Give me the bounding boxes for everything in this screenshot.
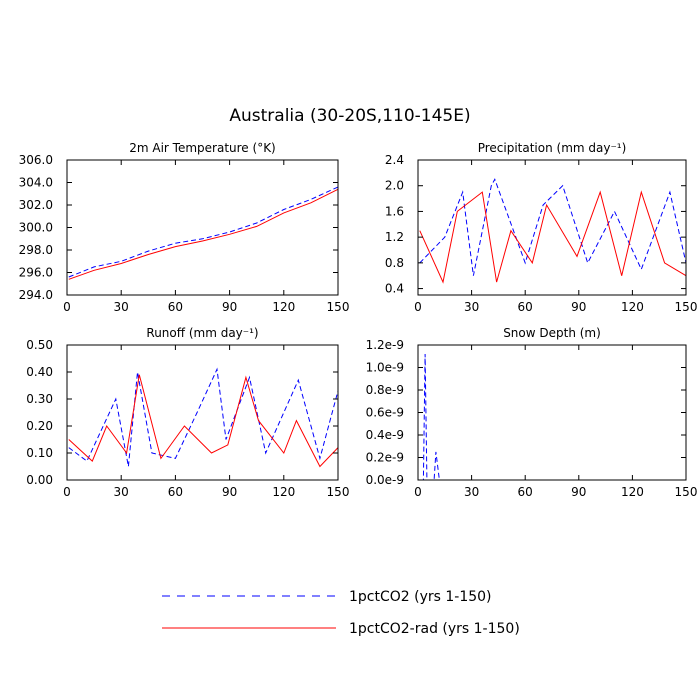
y-tick-label: 304.0 [19, 176, 53, 190]
series-line-1pctco2-rad-runoff [68, 374, 339, 468]
series-line-1pctco2-rad-air-temperature [68, 188, 339, 280]
x-tick-label: 60 [518, 485, 533, 499]
panel-precipitation: Precipitation (mm day⁻¹) 0 30 60 90 120 150 0.4… [385, 141, 698, 314]
y-tick-label: 1.2 [385, 230, 404, 244]
figure-title: Australia (30-20S,110-145E) [229, 106, 470, 126]
legend-label-1pctco2-rad: 1pctCO2-rad (yrs 1-150) [349, 621, 520, 637]
series-line-1pctco2-rad-precipitation [419, 190, 687, 284]
panel-title-air-temperature: 2m Air Temperature (°K) [129, 141, 276, 155]
x-tick-label: 30 [464, 485, 479, 499]
x-tick-label: 0 [63, 485, 71, 499]
panel-title-snow-depth: Snow Depth (m) [503, 326, 601, 340]
x-tick-label: 90 [571, 485, 586, 499]
x-tick-label: 60 [168, 485, 183, 499]
y-tick-label: 0.6e-9 [366, 406, 404, 420]
plot-frame-snow-depth [417, 344, 687, 481]
plot-frame-runoff [66, 344, 339, 481]
x-tick-label: 0 [414, 300, 422, 314]
x-tick-label: 150 [675, 485, 698, 499]
y-tick-label: 0.30 [26, 392, 53, 406]
x-tick-label: 120 [621, 485, 644, 499]
legend-label-1pctco2: 1pctCO2 (yrs 1-150) [349, 589, 492, 605]
series-line-1pctco2-runoff [68, 367, 339, 467]
plot-frame-air-temperature [66, 159, 339, 296]
panel-title-precipitation: Precipitation (mm day⁻¹) [478, 141, 627, 155]
panel-snow-depth: Snow Depth (m) 0 30 60 90 120 150 0.0e-9 0.2e-9 0… [366, 326, 698, 499]
y-tick-label: 0.0e-9 [366, 473, 404, 487]
x-tick-label: 150 [327, 300, 350, 314]
y-tick-label: 0.2e-9 [366, 451, 404, 465]
x-tick-label: 90 [222, 300, 237, 314]
x-tick-label: 150 [327, 485, 350, 499]
y-tick-label: 0.20 [26, 419, 53, 433]
y-tick-label: 1.2e-9 [366, 338, 404, 352]
y-tick-label: 0.00 [26, 473, 53, 487]
x-tick-label: 30 [114, 485, 129, 499]
y-tick-label: 2.4 [385, 153, 404, 167]
legend: 1pctCO2 (yrs 1-150) 1pctCO2-rad (yrs 1-1… [162, 589, 520, 637]
x-tick-label: 90 [222, 485, 237, 499]
x-tick-label: 30 [114, 300, 129, 314]
x-tick-label: 60 [168, 300, 183, 314]
y-tick-label: 0.8 [385, 256, 404, 270]
y-tick-label: 0.4 [385, 282, 404, 296]
y-tick-label: 1.0e-9 [366, 361, 404, 375]
x-tick-label: 0 [63, 300, 71, 314]
x-tick-label: 60 [518, 300, 533, 314]
panel-air-temperature: 2m Air Temperature (°K) 0 30 60 90 120 150 294.… [19, 141, 350, 314]
x-tick-label: 90 [571, 300, 586, 314]
plot-frame-precipitation [417, 159, 687, 296]
y-tick-label: 296.0 [19, 266, 53, 280]
y-tick-label: 298.0 [19, 243, 53, 257]
y-tick-label: 302.0 [19, 198, 53, 212]
y-tick-label: 0.40 [26, 365, 53, 379]
x-tick-label: 120 [621, 300, 644, 314]
y-tick-label: 294.0 [19, 288, 53, 302]
y-tick-label: 300.0 [19, 221, 53, 235]
series-line-1pctco2-snow-depth [419, 353, 686, 481]
x-tick-label: 120 [272, 485, 295, 499]
x-tick-label: 120 [272, 300, 295, 314]
x-tick-label: 30 [464, 300, 479, 314]
series-line-1pctco2-precipitation [419, 178, 687, 276]
panel-runoff: Runoff (mm day⁻¹) 0 30 60 90 120 150 0.00 0.10 0.… [26, 326, 349, 499]
series-line-1pctco2-air-temperature [68, 186, 339, 278]
y-tick-label: 0.8e-9 [366, 383, 404, 397]
y-tick-label: 0.10 [26, 446, 53, 460]
y-tick-label: 1.6 [385, 204, 404, 218]
y-tick-label: 0.50 [26, 338, 53, 352]
y-tick-label: 2.0 [385, 179, 404, 193]
x-tick-label: 150 [675, 300, 698, 314]
y-tick-label: 0.4e-9 [366, 428, 404, 442]
y-tick-label: 306.0 [19, 153, 53, 167]
x-tick-label: 0 [414, 485, 422, 499]
panel-title-runoff: Runoff (mm day⁻¹) [146, 326, 258, 340]
